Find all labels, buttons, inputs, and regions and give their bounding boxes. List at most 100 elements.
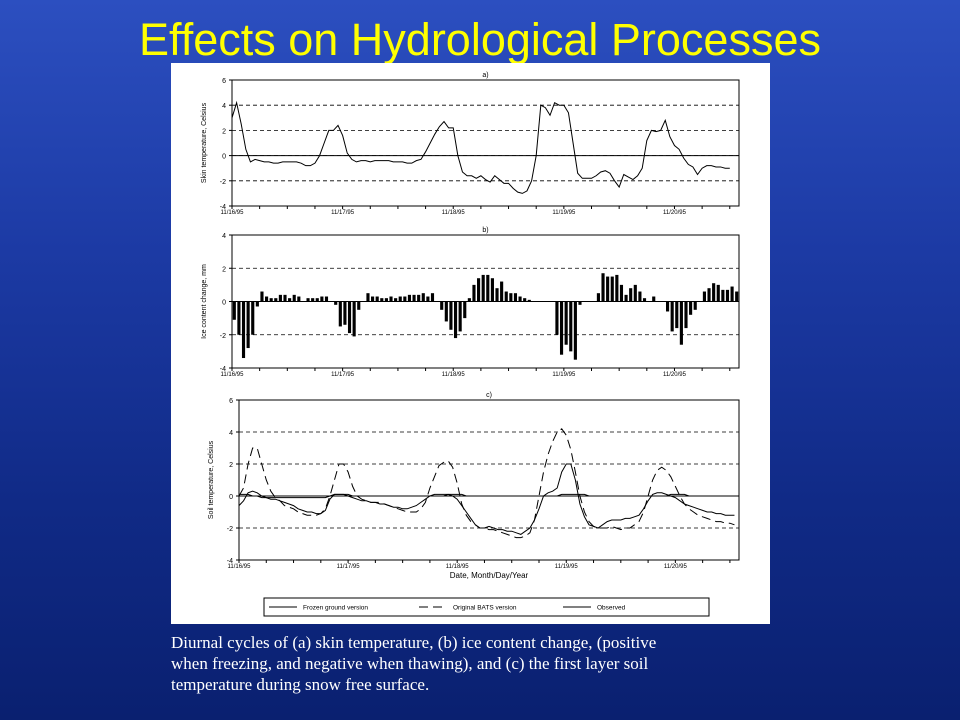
bar [472,284,476,302]
series-line-3 [238,463,735,535]
bar [555,301,559,335]
bar [467,298,471,302]
bar [504,291,508,302]
bar [569,301,573,352]
bar [371,296,375,302]
y-tick-label: 6 [222,78,226,85]
bar [384,298,388,302]
bar [394,298,398,302]
series-line-1 [231,100,730,194]
bar [449,301,453,330]
x-tick-label: 11/16/95 [221,210,245,216]
bar [237,301,241,335]
bar [426,296,430,302]
bar [232,301,236,320]
legend-box [263,597,710,617]
bar [398,296,402,302]
bar [633,284,637,302]
figure-panel: -4 -2 0 2 4 6 11/16/95 11/17/95 11/18/95 11/19/95… [171,63,770,624]
bar [495,288,499,302]
bar [403,296,407,302]
chart-title: b) [482,227,488,234]
bar [366,293,370,302]
bar [619,284,624,302]
x-axis-label: Date, Month/Day/Year [450,571,529,580]
x-tick-label: 11/20/95 [664,564,688,570]
bar [518,296,522,302]
bar [725,289,730,302]
y-tick-label: 6 [229,398,233,405]
bar [311,298,315,302]
bar [481,274,485,302]
y-tick-label: 0 [229,494,233,501]
bar [500,281,504,302]
slide-title: Effects on Hydrological Processes [139,14,821,65]
bar [596,293,600,302]
bar [274,298,278,302]
bar [652,296,656,302]
bar [578,301,582,305]
bar [417,294,421,302]
bar [463,301,467,319]
bar [375,296,379,302]
bar [347,301,352,334]
y-tick-label: 2 [229,462,233,469]
chart-figure: -4 -2 0 2 4 6 11/16/95 11/17/95 11/18/95 11/19/95… [201,72,740,617]
x-tick-label: 11/18/95 [442,210,466,216]
bar [610,276,614,302]
bar [430,293,435,302]
y-tick-label: 0 [222,154,226,161]
bar [573,301,577,360]
bar [730,286,734,302]
y-tick-label: 2 [222,128,226,135]
y-axis-label: Skin temperature, Celsius [201,102,208,183]
y-axis-label: Soil temperature, Celsius [208,440,215,519]
y-tick-label: 4 [229,430,233,437]
y-tick-label: -2 [220,333,226,340]
bar [283,294,287,302]
bar [343,301,347,325]
y-axis-label: Ice content change, mm [201,264,208,339]
chart-a: -4 -2 0 2 4 6 11/16/95 11/17/95 11/18/95 11/19/95… [201,72,740,216]
bar [559,301,564,355]
bar [352,301,356,337]
y-tick-label: 2 [222,266,226,273]
bar [712,283,716,302]
bar [389,296,393,302]
bar [324,296,329,302]
bar [315,298,319,302]
legend-label: Frozen ground version [303,605,368,612]
legend: Frozen ground version Original BATS versi… [263,597,710,617]
caption-line-2: when freezing, and negative when thawing… [171,654,649,673]
bar [458,301,462,332]
x-tick-label: 11/18/95 [442,372,466,378]
caption-line-1: Diurnal cycles of (a) skin temperature, … [171,633,657,652]
caption-line-3: temperature during snow free surface. [171,675,430,694]
bar [665,301,670,312]
legend-label: Observed [597,605,626,612]
bar [407,294,412,302]
x-tick-label: 11/18/95 [446,564,470,570]
bar [269,298,273,302]
y-tick-label: -4 [220,204,226,211]
bar [260,291,264,302]
figure-caption: Diurnal cycles of (a) skin temperature, … [171,632,811,695]
x-tick-label: 11/19/95 [552,210,576,216]
bar [297,296,301,302]
bar [320,296,324,302]
x-tick-label: 11/17/95 [331,372,355,378]
bar [642,298,647,302]
bar [670,301,674,332]
bar [306,298,310,302]
x-tick-label: 11/17/95 [331,210,355,216]
bar [606,276,610,302]
chart-b: -4 -2 0 2 4 11/16/95 11/17/95 11/18/95 11/19/95 1… [201,227,740,378]
y-tick-label: 4 [222,233,226,240]
bar [629,288,633,302]
x-tick-label: 11/20/95 [663,210,687,216]
bar [684,301,688,329]
bar [477,278,481,302]
bar [265,296,269,302]
bar [523,298,527,302]
bar [486,274,490,302]
